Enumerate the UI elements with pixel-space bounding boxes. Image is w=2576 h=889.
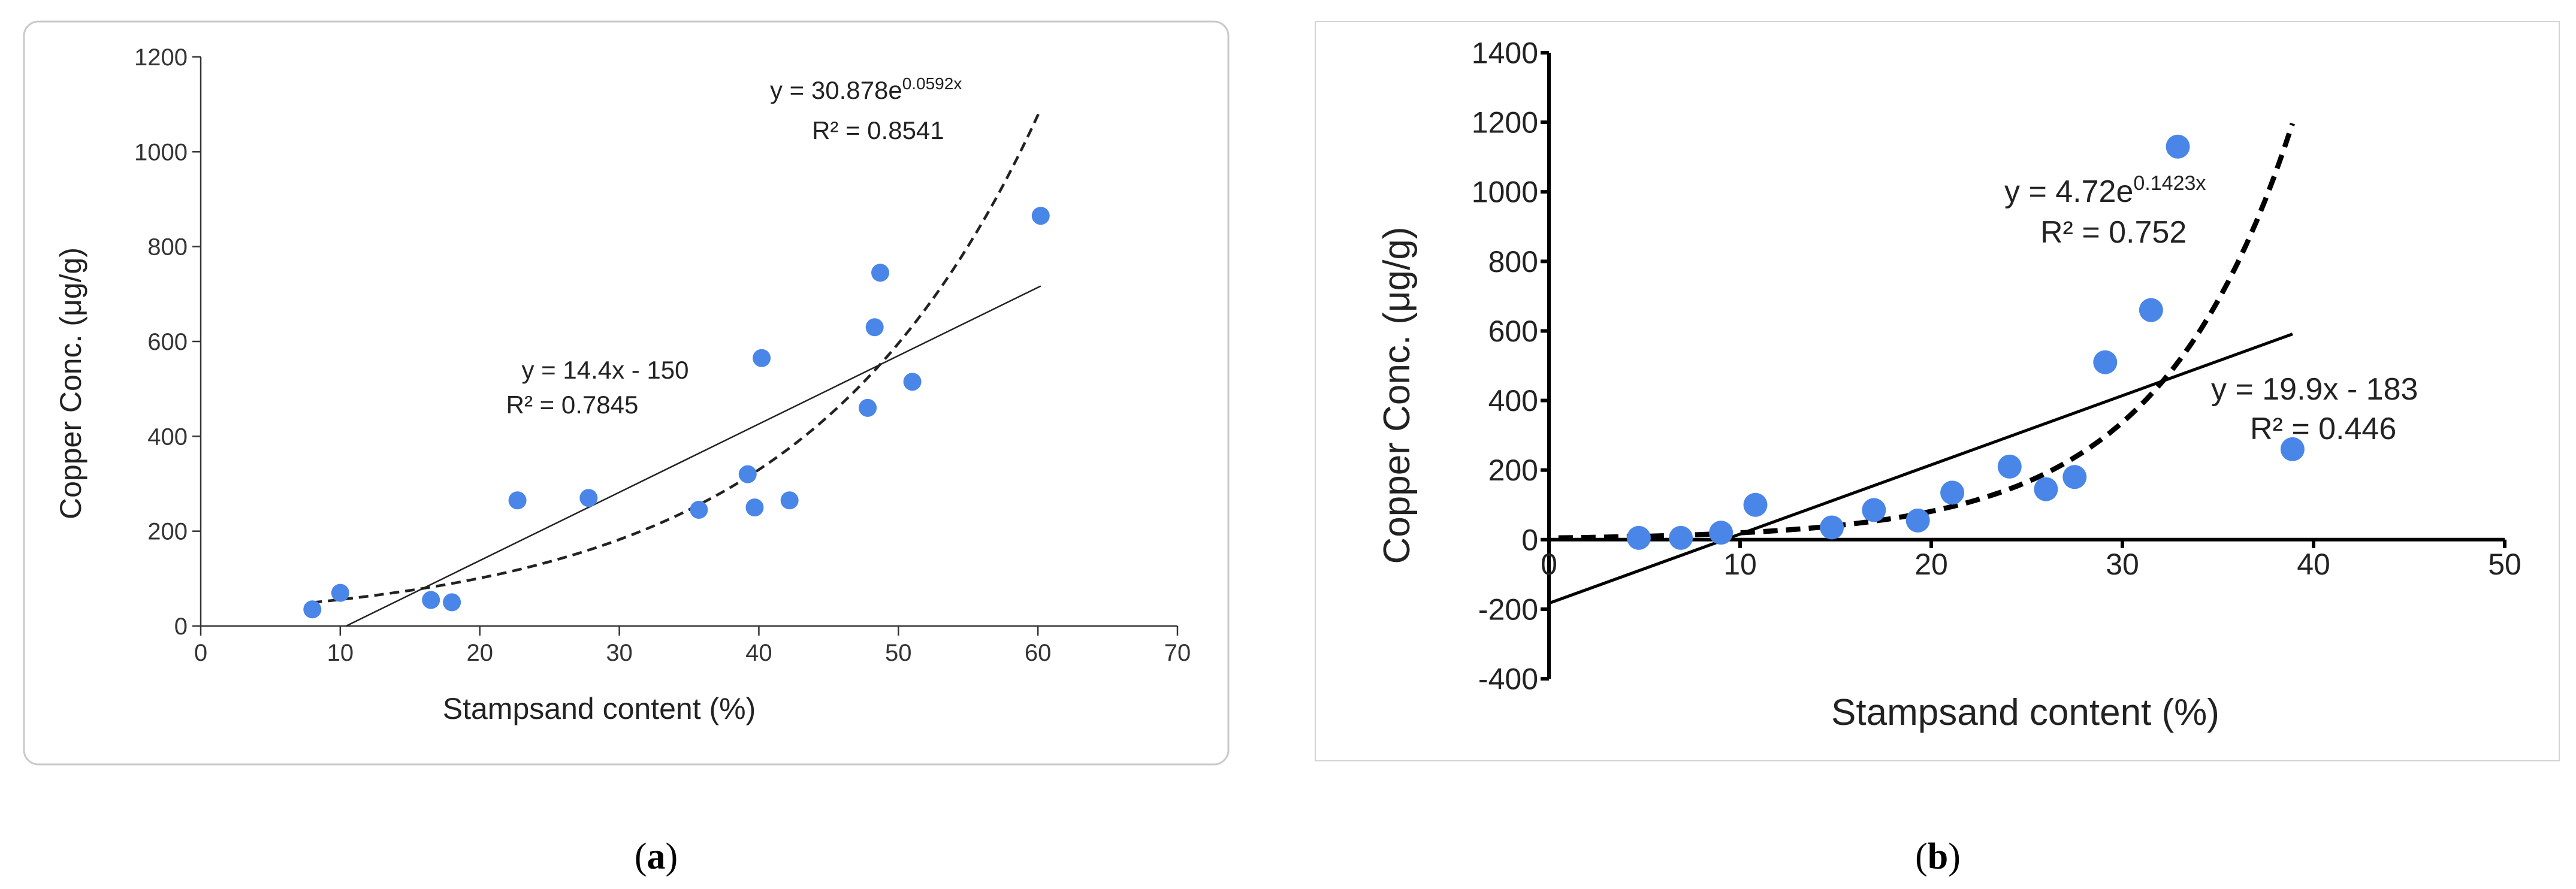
- panel-b-ylabel: Copper Conc. (μg/g): [1376, 227, 1418, 564]
- panel-b-label-close: ): [1948, 836, 1961, 877]
- panel-b-data-point: [1709, 521, 1734, 545]
- panel-a-label-open: (: [635, 836, 647, 877]
- panel-a-label-close: ): [666, 836, 678, 877]
- panel-b-xlabel: Stampsand content (%): [1831, 692, 2219, 733]
- panel-a-x-tick-label: 30: [606, 640, 633, 666]
- panel-b-x-tick-label: 40: [2297, 548, 2330, 581]
- panel-b-exp-prefix: y = 4.72e: [2004, 174, 2133, 209]
- panel-b-lin-r2: R² = 0.446: [2250, 412, 2396, 446]
- panel-b-y-tick-label: 0: [1521, 523, 1538, 557]
- panel-a-xlabel: Stampsand content (%): [443, 692, 756, 725]
- panel-b-data-point: [2062, 465, 2087, 489]
- panel-b-lin-equation: y = 19.9x - 183: [2211, 372, 2418, 407]
- panel-a-label-letter: a: [647, 836, 666, 877]
- panel-b-y-tick-label: 600: [1488, 315, 1538, 348]
- panel-a-data-point: [780, 491, 799, 510]
- panel-a-exp-exponent: 0.0592x: [902, 74, 962, 93]
- panel-a-x-tick-label: 50: [885, 640, 912, 666]
- panel-b-data-point: [1820, 515, 1844, 540]
- panel-a-y-tick-label: 800: [147, 234, 188, 261]
- panel-b-data-point: [2139, 298, 2163, 322]
- panel-a-data-point: [1031, 207, 1050, 225]
- panel-b-data-point: [2166, 134, 2190, 159]
- panel-b-data-point: [2034, 477, 2058, 501]
- panel-a-data-point: [331, 583, 349, 602]
- panel-a-x-tick-label: 10: [327, 640, 354, 666]
- panel-b-x-tick-label: 0: [1541, 548, 1557, 581]
- panel-b-x-tick-label: 10: [1723, 548, 1757, 581]
- panel-a-axes: 0 10 20 30 40 50 60 70 0 200 400 600 800 1000 1200: [134, 44, 1191, 666]
- panel-b-exp-r2: R² = 0.752: [2040, 215, 2187, 250]
- panel-b-data-point: [1862, 498, 1886, 522]
- panel-a-data-point: [738, 465, 757, 483]
- panel-a-data-point: [303, 600, 322, 619]
- panel-a-frame: [23, 20, 1230, 766]
- panel-a-data-point: [745, 498, 764, 517]
- panel-a-x-tick-label: 40: [745, 640, 772, 666]
- panel-a-exponential-fit-curve: [312, 108, 1042, 604]
- panel-a-data-point: [443, 593, 461, 612]
- panel-a-exp-equation: y = 30.878e0.0592x: [770, 74, 962, 104]
- panel-b-data-point: [2093, 350, 2118, 374]
- panel-b-data-point: [1743, 492, 1768, 517]
- panel-b-data-point: [1626, 525, 1651, 550]
- panel-b-data-point: [1940, 480, 1965, 505]
- panel-a-data-point: [865, 318, 884, 337]
- panel-a: 0 10 20 30 40 50 60 70 0 200 400 600 800 1000 1200 Sta…: [23, 20, 1230, 766]
- panel-b-axes: 0 10 20 30 40 50-400-200020040060080010001200…: [1472, 37, 2521, 696]
- panel-a-data-point: [690, 501, 708, 519]
- panel-b-data-point: [1997, 454, 2022, 479]
- panel-a-x-tick-label: 60: [1025, 640, 1052, 666]
- panel-b-frame: [1315, 21, 2560, 761]
- panel-a-exp-prefix: y = 30.878e: [770, 76, 902, 104]
- panel-b-x-tick-label: 50: [2488, 548, 2521, 581]
- panel-a-x-tick-label: 70: [1164, 640, 1191, 666]
- panel-b-exp-equation: y = 4.72e0.1423x: [2004, 172, 2206, 209]
- panel-b-data-point: [2280, 437, 2305, 461]
- panel-b-y-tick-label: 1200: [1472, 106, 1538, 140]
- panel-b-y-tick-label: -400: [1478, 663, 1538, 696]
- panel-b-exp-exponent: 0.1423x: [2133, 172, 2206, 195]
- panel-a-data-point: [859, 398, 877, 417]
- panel-a-fit-lines: [312, 108, 1042, 627]
- panel-a-y-tick-label: 0: [174, 613, 188, 640]
- panel-b-label: (b): [1915, 836, 1961, 877]
- panel-a-y-tick-label: 200: [147, 519, 188, 545]
- panel-a-ylabel: Copper Conc. (μg/g): [54, 247, 87, 519]
- panel-b-y-tick-label: 200: [1488, 453, 1538, 487]
- panel-a-data-point: [871, 264, 890, 282]
- panel-b-y-tick-label: -200: [1478, 592, 1538, 626]
- panel-b-data-point: [1669, 525, 1693, 550]
- panel-b: 0 10 20 30 40 50-400-200020040060080010001200…: [1315, 21, 2560, 761]
- panel-b-label-open: (: [1915, 836, 1928, 877]
- panel-a-label: (a): [635, 836, 678, 877]
- panel-a-lin-r2: R² = 0.7845: [506, 391, 639, 419]
- panel-b-points: [1626, 134, 2305, 550]
- panel-a-data-point: [579, 489, 598, 507]
- panel-b-y-tick-label: 1000: [1472, 176, 1538, 209]
- panel-b-x-tick-label: 20: [1914, 548, 1948, 581]
- panel-a-x-tick-label: 0: [194, 640, 207, 666]
- panel-a-data-point: [422, 591, 440, 609]
- panel-b-y-tick-label: 1400: [1472, 37, 1538, 70]
- panel-b-y-tick-label: 400: [1488, 384, 1538, 418]
- panel-a-linear-fit-line: [345, 285, 1041, 627]
- panel-a-y-tick-label: 400: [147, 424, 188, 450]
- panel-a-data-point: [508, 491, 527, 510]
- panel-a-exp-r2: R² = 0.8541: [812, 116, 944, 144]
- panel-a-x-tick-label: 20: [466, 640, 493, 666]
- panel-a-data-point: [903, 373, 922, 391]
- panel-a-lin-equation: y = 14.4x - 150: [521, 356, 688, 384]
- panel-a-y-tick-label: 1200: [134, 44, 188, 71]
- panel-b-x-tick-label: 30: [2106, 548, 2139, 581]
- panel-b-linear-fit-line: [1548, 332, 2293, 605]
- panel-a-y-tick-label: 600: [147, 329, 188, 355]
- panel-a-y-tick-label: 1000: [134, 139, 188, 165]
- panel-a-points: [303, 207, 1050, 619]
- panel-b-y-tick-label: 800: [1488, 245, 1538, 279]
- panel-a-data-point: [753, 349, 771, 367]
- panel-b-data-point: [1905, 508, 1930, 533]
- panel-b-label-letter: b: [1928, 836, 1948, 877]
